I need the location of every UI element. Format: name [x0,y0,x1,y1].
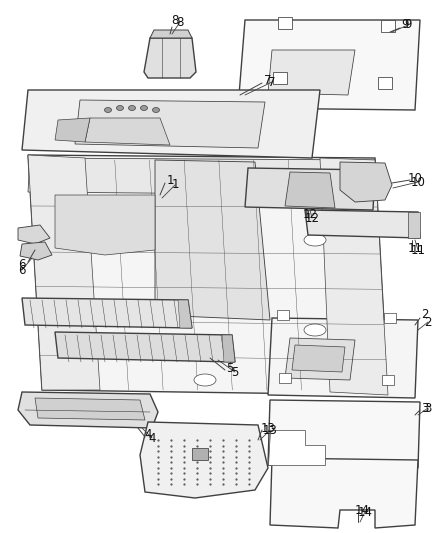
Bar [381,20,395,32]
Text: 5: 5 [231,366,239,378]
Text: 13: 13 [262,424,277,437]
Polygon shape [150,30,192,38]
Bar [277,310,289,320]
Polygon shape [178,300,192,328]
Bar [378,77,392,89]
Polygon shape [270,458,418,528]
Polygon shape [55,195,155,255]
Text: 7: 7 [268,76,276,88]
Polygon shape [320,158,388,395]
Polygon shape [55,118,90,142]
Ellipse shape [304,234,326,246]
Polygon shape [35,398,145,420]
Text: 1: 1 [171,179,179,191]
Polygon shape [140,422,268,498]
Text: 4: 4 [148,432,156,445]
Ellipse shape [141,106,148,110]
Ellipse shape [304,324,326,336]
Text: 11: 11 [410,244,425,256]
Polygon shape [85,118,170,145]
Bar [192,448,208,460]
Polygon shape [28,158,375,195]
Text: 8: 8 [177,15,184,28]
Text: 11: 11 [407,241,423,254]
Polygon shape [144,38,196,78]
Polygon shape [268,430,325,465]
Text: 9: 9 [404,19,412,31]
Polygon shape [408,212,420,238]
Ellipse shape [128,106,135,110]
Text: 3: 3 [424,401,432,415]
Text: 14: 14 [357,505,372,519]
Ellipse shape [117,106,124,110]
Polygon shape [28,155,388,395]
Ellipse shape [351,184,369,196]
Text: 13: 13 [261,422,276,434]
Polygon shape [292,345,345,372]
Text: 7: 7 [264,74,272,86]
Polygon shape [285,338,355,380]
Text: 2: 2 [424,316,432,328]
Bar [382,375,394,385]
Text: 12: 12 [303,208,318,222]
Text: 5: 5 [226,361,234,375]
Text: 1: 1 [166,174,174,187]
Text: 10: 10 [410,175,425,189]
Text: 6: 6 [18,263,26,277]
Polygon shape [75,100,265,148]
Text: 2: 2 [421,309,429,321]
Polygon shape [268,318,418,398]
Polygon shape [18,392,158,428]
Polygon shape [238,20,420,110]
Ellipse shape [104,224,126,236]
Ellipse shape [104,314,126,326]
Bar [279,373,291,383]
Polygon shape [340,162,392,202]
Text: 14: 14 [354,504,370,516]
Ellipse shape [152,108,159,112]
Ellipse shape [105,108,112,112]
Polygon shape [22,298,192,328]
Polygon shape [22,90,320,158]
Text: 3: 3 [421,401,429,415]
Bar [273,72,287,84]
Text: 4: 4 [144,429,152,441]
Bar [278,17,292,29]
Bar [384,313,396,323]
Polygon shape [18,225,50,244]
Polygon shape [285,172,335,208]
Polygon shape [245,168,375,210]
Ellipse shape [194,374,216,386]
Text: 9: 9 [401,19,409,31]
Polygon shape [222,335,235,362]
Polygon shape [155,160,270,320]
Text: 6: 6 [18,259,26,271]
Polygon shape [55,332,235,362]
Text: 8: 8 [171,13,179,27]
Polygon shape [28,155,100,390]
Text: 12: 12 [304,212,319,224]
Polygon shape [20,242,52,260]
Polygon shape [268,400,420,468]
Text: 10: 10 [408,172,422,184]
Polygon shape [305,210,420,238]
Polygon shape [268,50,355,95]
